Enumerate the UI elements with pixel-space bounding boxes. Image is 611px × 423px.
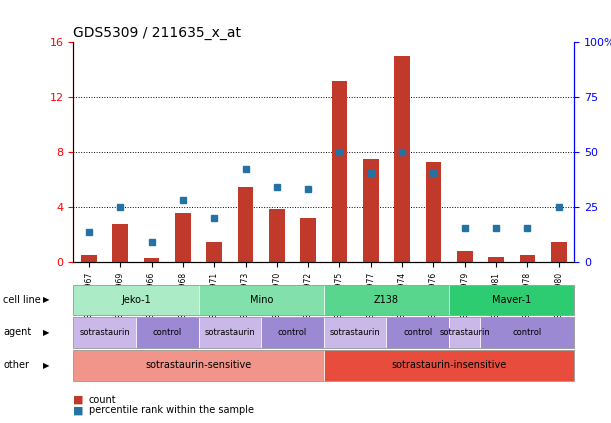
Text: Maver-1: Maver-1 (492, 295, 532, 305)
Text: Z138: Z138 (374, 295, 399, 305)
Bar (394, 56, 410, 262)
Text: Jeko-1: Jeko-1 (121, 295, 151, 305)
Text: control: control (513, 328, 542, 337)
Bar (238, 187, 254, 262)
Text: sotrastaurin-insensitive: sotrastaurin-insensitive (392, 360, 507, 371)
Text: ■: ■ (73, 395, 84, 405)
Bar (144, 258, 159, 262)
Bar (519, 255, 535, 262)
Text: cell line: cell line (3, 295, 41, 305)
Bar (175, 213, 191, 262)
Bar (551, 242, 566, 262)
Text: sotrastaurin: sotrastaurin (205, 328, 255, 337)
Text: control: control (403, 328, 433, 337)
Text: sotrastaurin: sotrastaurin (330, 328, 381, 337)
Text: other: other (3, 360, 29, 371)
Text: control: control (278, 328, 307, 337)
Text: percentile rank within the sample: percentile rank within the sample (89, 405, 254, 415)
Text: sotrastaurin: sotrastaurin (79, 328, 130, 337)
Bar (457, 251, 472, 262)
Bar (301, 218, 316, 262)
Text: ■: ■ (73, 405, 84, 415)
Bar (207, 242, 222, 262)
Bar (332, 81, 347, 262)
Text: GDS5309 / 211635_x_at: GDS5309 / 211635_x_at (73, 26, 241, 40)
Text: sotrastaurin: sotrastaurin (439, 328, 490, 337)
Text: ▶: ▶ (43, 295, 49, 305)
Text: Mino: Mino (249, 295, 273, 305)
Text: sotrastaurin-sensitive: sotrastaurin-sensitive (145, 360, 252, 371)
Bar (269, 209, 285, 262)
Text: ▶: ▶ (43, 328, 49, 337)
Text: agent: agent (3, 327, 31, 338)
Text: control: control (153, 328, 182, 337)
Bar (81, 255, 97, 262)
Bar (112, 224, 128, 262)
Bar (426, 162, 441, 262)
Bar (363, 159, 379, 262)
Text: ▶: ▶ (43, 361, 49, 370)
Bar (488, 257, 504, 262)
Text: count: count (89, 395, 116, 405)
